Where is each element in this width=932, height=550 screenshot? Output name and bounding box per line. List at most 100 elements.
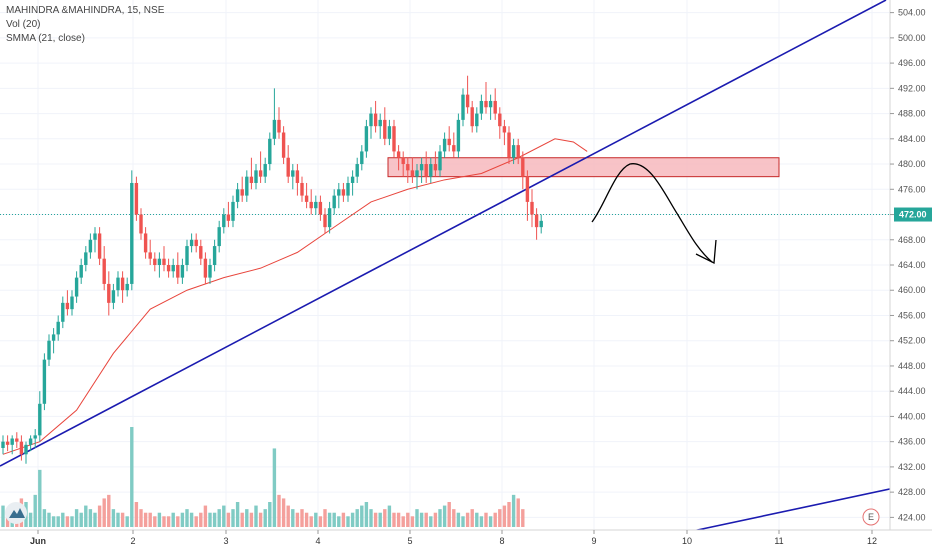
price-axis-label: 504.00 — [898, 8, 926, 18]
volume-bar — [337, 516, 341, 527]
candle-body — [272, 119, 277, 139]
volume-bar — [369, 509, 373, 527]
volume-bar — [61, 512, 65, 527]
candle-body — [139, 214, 143, 234]
volume-bar — [475, 512, 479, 527]
candle-body — [231, 201, 235, 221]
candle-body — [364, 126, 369, 152]
volume-bar — [84, 505, 88, 527]
candle-body — [222, 214, 226, 228]
volume-bar — [38, 469, 42, 527]
volume-bar — [318, 516, 323, 527]
candle-body — [516, 145, 520, 158]
candle-body — [475, 113, 479, 127]
volume-bar — [433, 512, 438, 527]
price-axis-label: 432.00 — [898, 462, 926, 472]
tradingview-logo-mark — [9, 508, 25, 518]
volume-bar — [116, 512, 120, 527]
candle-body — [28, 438, 33, 445]
candle-body — [415, 170, 419, 177]
volume-bar — [212, 512, 217, 527]
volume-bar — [111, 509, 116, 527]
candle-body — [378, 119, 382, 127]
candle-body — [263, 164, 267, 177]
candle-body — [429, 164, 433, 177]
volume-bar — [97, 505, 102, 527]
candle-body — [102, 258, 106, 284]
candle-body — [281, 132, 286, 158]
volume-bar — [484, 512, 488, 527]
price-axis-label: 448.00 — [898, 361, 926, 371]
candle-body — [350, 176, 355, 183]
candle-body — [337, 189, 341, 196]
candle-body — [401, 157, 405, 165]
candle-body — [84, 252, 88, 265]
volume-bar — [295, 512, 300, 527]
candle-body — [419, 164, 424, 171]
price-axis-label: 452.00 — [898, 336, 926, 346]
candle-body — [465, 94, 470, 108]
candle-body — [484, 100, 488, 108]
volume-bar — [203, 505, 208, 527]
volume-bar — [465, 512, 470, 527]
candle-body — [203, 258, 208, 278]
price-axis-label: 444.00 — [898, 386, 926, 396]
candle-body — [88, 239, 93, 253]
volume-bar — [346, 516, 350, 527]
candle-body — [479, 100, 484, 114]
last-price-tag — [894, 207, 932, 222]
volume-bar — [502, 505, 507, 527]
chart-legend: MAHINDRA &MAHINDRA, 15, NSE Vol (20) SMM… — [6, 4, 164, 46]
volume-bar — [166, 516, 171, 527]
volume-bar — [392, 512, 396, 527]
candle-body — [433, 164, 438, 171]
volume-bar — [65, 516, 70, 527]
candle-body — [327, 208, 332, 228]
candle-body — [314, 201, 318, 209]
volume-bar — [493, 512, 497, 527]
symbol-title: MAHINDRA &MAHINDRA, 15, NSE — [6, 5, 165, 16]
projection-arrowhead — [695, 239, 717, 265]
volume-bar — [470, 509, 474, 527]
volume-bar — [28, 512, 33, 527]
candle-body — [295, 170, 300, 183]
volume-bar — [332, 512, 336, 527]
projection-drawing — [591, 163, 713, 263]
volume-bar — [153, 516, 157, 527]
volume-bar — [350, 512, 355, 527]
volume-bar — [516, 498, 520, 527]
candle-body — [300, 182, 304, 196]
candle-body — [120, 277, 125, 291]
volume-bar — [314, 512, 318, 527]
volume-bar — [401, 516, 405, 527]
candle-body — [323, 214, 327, 228]
candle-body — [373, 113, 378, 127]
candle-body — [199, 246, 203, 259]
candle-body — [107, 283, 111, 303]
time-axis-label: 9 — [591, 536, 596, 546]
candle-body — [392, 126, 396, 152]
volume-bar — [107, 494, 111, 527]
e-circle-letter: E — [868, 512, 874, 522]
volume-bar — [341, 512, 346, 527]
volume-bar — [47, 512, 51, 527]
candle-body — [19, 441, 24, 455]
candle-body — [194, 239, 198, 247]
candle-body — [396, 151, 401, 158]
candle-body — [383, 119, 387, 139]
volume-bar — [194, 516, 198, 527]
candle-body — [493, 100, 497, 114]
candle-body — [74, 277, 79, 297]
volume-bar — [521, 509, 525, 527]
volume-bar — [304, 512, 309, 527]
candle-body — [38, 403, 42, 436]
candle-body — [525, 176, 530, 202]
price-axis-label: 492.00 — [898, 83, 926, 93]
candle-body — [125, 283, 129, 291]
candle-body — [258, 170, 263, 177]
volume-bar — [479, 516, 484, 527]
price-axis-label: 480.00 — [898, 159, 926, 169]
volume-bar — [300, 509, 304, 527]
volume-bar — [456, 512, 461, 527]
